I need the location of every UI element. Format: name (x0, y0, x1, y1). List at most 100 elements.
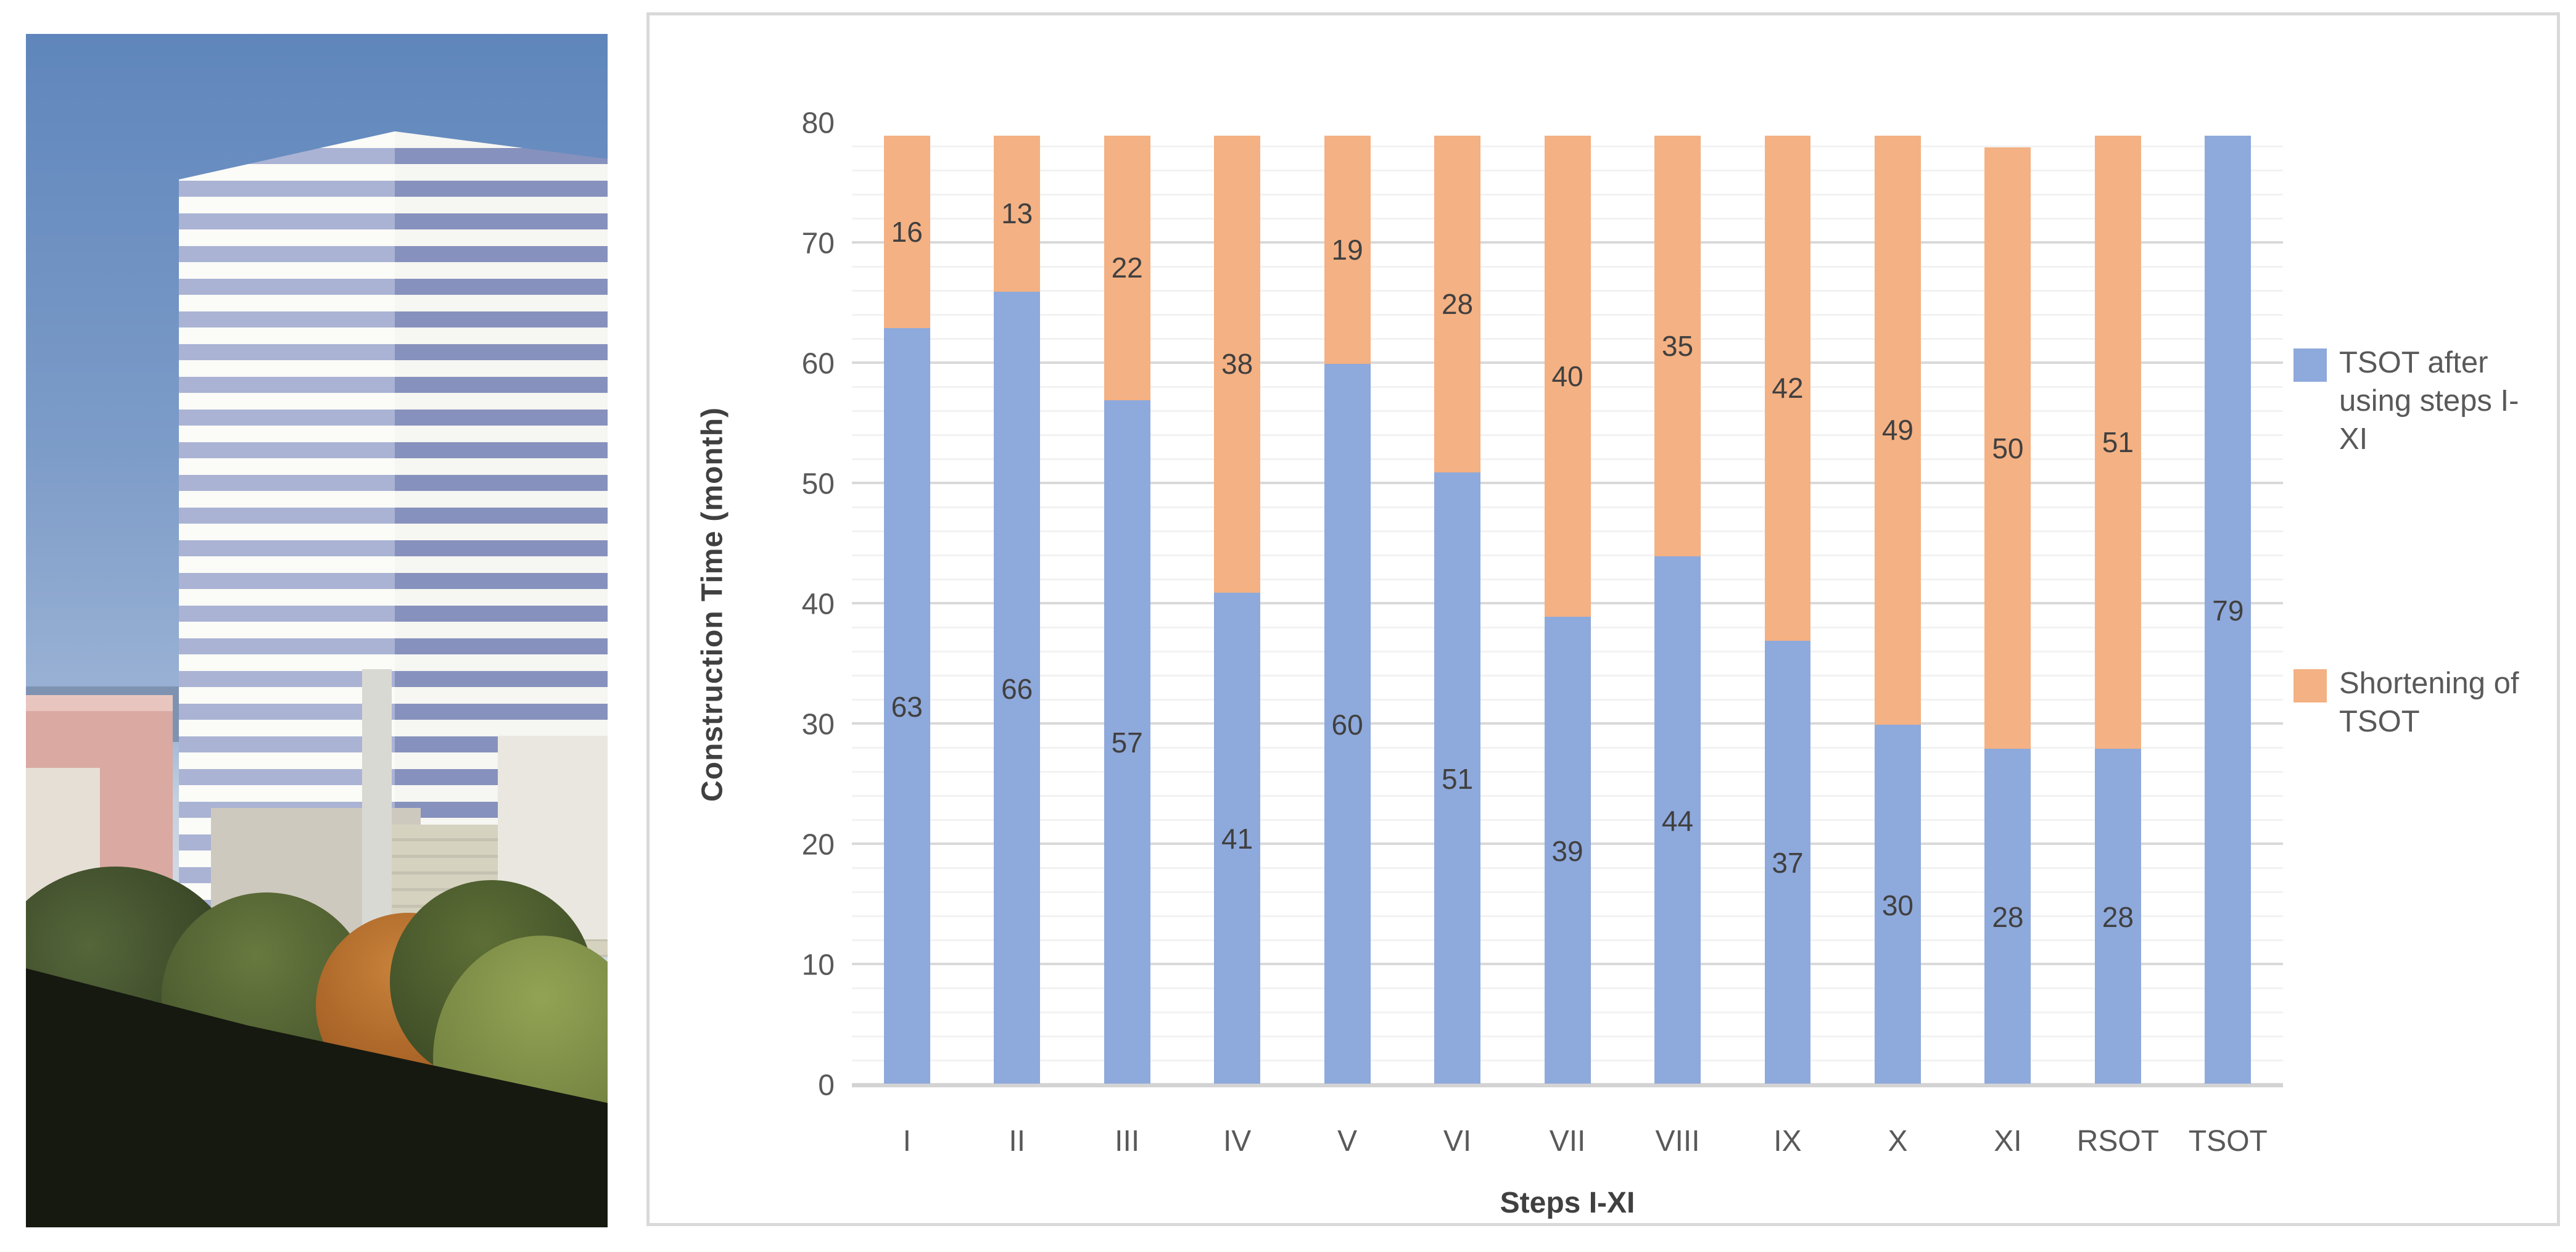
bar-group: 35 44 (1622, 123, 1732, 1085)
y-tick-label: 50 (801, 467, 835, 501)
y-tick-label: 10 (801, 949, 835, 982)
x-tick-label: X (1888, 1125, 1908, 1158)
bar-group: 42 37 (1733, 123, 1843, 1085)
x-tick-label: VI (1443, 1125, 1472, 1158)
bar-segment-shortening: 16 (883, 135, 930, 328)
legend-label: Shortening of TSOT (2339, 667, 2519, 739)
bar-segment-tsot-after: 30 (1874, 725, 1921, 1085)
bar-segment-tsot-after: 44 (1654, 556, 1701, 1085)
bar-segment-tsot-after: 51 (1434, 472, 1481, 1085)
data-label: 51 (2102, 426, 2134, 458)
bar-segment-shortening: 22 (1104, 135, 1150, 400)
bar-segment-shortening: 19 (1324, 135, 1371, 364)
x-tick-label: I (902, 1125, 911, 1158)
bar-group: 79 (2173, 123, 2283, 1085)
data-label: 13 (1001, 197, 1033, 230)
data-label: 41 (1221, 823, 1253, 855)
legend-item-shortening: Shortening of TSOT (2293, 664, 2524, 741)
data-label: 66 (1001, 672, 1033, 705)
y-tick-label: 30 (801, 708, 835, 741)
bar-segment-tsot-after: 39 (1544, 616, 1591, 1085)
legend-item-tsot-after: TSOT after using steps I-XI (2293, 344, 2524, 459)
data-label: 37 (1772, 847, 1804, 879)
bar-group: 38 41 (1182, 123, 1292, 1085)
data-label: 51 (1441, 762, 1474, 795)
bar-segment-tsot-after: 66 (994, 292, 1041, 1085)
data-label: 16 (891, 215, 923, 248)
bar-segment-shortening: 42 (1764, 135, 1811, 641)
legend-swatch-shortening (2293, 669, 2327, 702)
x-axis-line (852, 1084, 2283, 1087)
bar-group: 40 39 (1513, 123, 1622, 1085)
data-label: 39 (1551, 834, 1583, 867)
x-tick-label: V (1337, 1125, 1358, 1158)
data-label: 38 (1221, 348, 1253, 380)
bar-segment-tsot-after: 79 (2205, 135, 2252, 1085)
data-label: 40 (1551, 360, 1583, 392)
data-label: 63 (891, 690, 923, 723)
y-axis-title: Construction Time (month) (696, 406, 729, 802)
bar-group: 19 60 (1292, 123, 1402, 1085)
data-label: 28 (2102, 901, 2134, 933)
bars: 16 63 13 66 22 57 38 41 19 60 28 51 40 39 35 44 42 37 49 30… (852, 123, 2283, 1085)
x-tick-label: II (1009, 1125, 1026, 1158)
x-tick-label: VII (1549, 1125, 1586, 1158)
x-axis-title: Steps I-XI (1500, 1187, 1635, 1219)
bar-segment-tsot-after: 37 (1764, 640, 1811, 1085)
data-label: 42 (1772, 372, 1804, 404)
bar-group: 22 57 (1072, 123, 1182, 1085)
bar-group: 49 30 (1843, 123, 1952, 1085)
x-tick-label: IX (1773, 1125, 1802, 1158)
bar-segment-tsot-after: 28 (1984, 749, 2031, 1085)
y-tick-label: 0 (818, 1069, 835, 1102)
data-label: 30 (1881, 889, 1914, 921)
tower-side-face (179, 131, 395, 933)
bar-segment-tsot-after: 28 (2094, 749, 2141, 1085)
chart-card: Construction Time (month) 0 10 20 30 40 50 60 7… (646, 12, 2560, 1226)
plot-area: 16 63 13 66 22 57 38 41 19 60 28 51 40 39 35 44 42 37 49 30… (852, 123, 2283, 1087)
bar-segment-tsot-after: 60 (1324, 364, 1371, 1085)
data-label: 28 (1992, 901, 2024, 933)
x-tick-label: XI (1994, 1125, 2022, 1158)
legend-label: TSOT after using steps I-XI (2339, 346, 2519, 456)
x-tick-label: RSOT (2076, 1125, 2160, 1158)
data-label: 44 (1661, 805, 1694, 837)
y-tick-label: 80 (801, 107, 835, 140)
bar-segment-tsot-after: 63 (883, 327, 930, 1085)
y-tick-label: 70 (801, 227, 835, 260)
bar-segment-shortening: 35 (1654, 135, 1701, 556)
data-label: 49 (1881, 414, 1914, 447)
x-tick-label: IV (1223, 1125, 1252, 1158)
concrete-pillar (362, 669, 392, 928)
bar-group: 13 66 (962, 123, 1071, 1085)
data-label: 35 (1661, 329, 1694, 362)
data-label: 50 (1992, 432, 2024, 464)
x-tick-label: TSOT (2188, 1125, 2268, 1158)
bar-segment-shortening: 38 (1214, 135, 1261, 593)
bar-segment-shortening: 40 (1544, 135, 1591, 617)
bar-segment-shortening: 28 (1434, 135, 1481, 472)
bar-segment-shortening: 13 (994, 135, 1041, 292)
bar-group: 16 63 (852, 123, 962, 1085)
bar-segment-shortening: 50 (1984, 147, 2031, 749)
bar-segment-tsot-after: 57 (1104, 400, 1150, 1085)
y-tick-label: 60 (801, 347, 835, 381)
bar-segment-shortening: 49 (1874, 135, 1921, 725)
data-label: 19 (1331, 233, 1363, 266)
y-tick-label: 40 (801, 588, 835, 621)
x-axis-ticks: I II III IV V VI VII VIII IX X XI RSOT TSOT (852, 1124, 2283, 1168)
y-axis-ticks: 0 10 20 30 40 50 60 70 80 (730, 107, 835, 1102)
building-photo (26, 34, 608, 1227)
data-label: 57 (1111, 727, 1143, 759)
bar-group: 50 28 (1953, 123, 2063, 1085)
x-tick-label: VIII (1655, 1125, 1700, 1158)
legend-swatch-tsot-after (2293, 348, 2327, 382)
data-label: 28 (1441, 287, 1474, 320)
data-label: 60 (1331, 709, 1363, 741)
x-tick-label: III (1115, 1125, 1140, 1158)
bar-segment-tsot-after: 41 (1214, 592, 1261, 1085)
bar-group: 28 51 (1402, 123, 1512, 1085)
data-label: 22 (1111, 252, 1143, 284)
y-tick-label: 20 (801, 828, 835, 862)
